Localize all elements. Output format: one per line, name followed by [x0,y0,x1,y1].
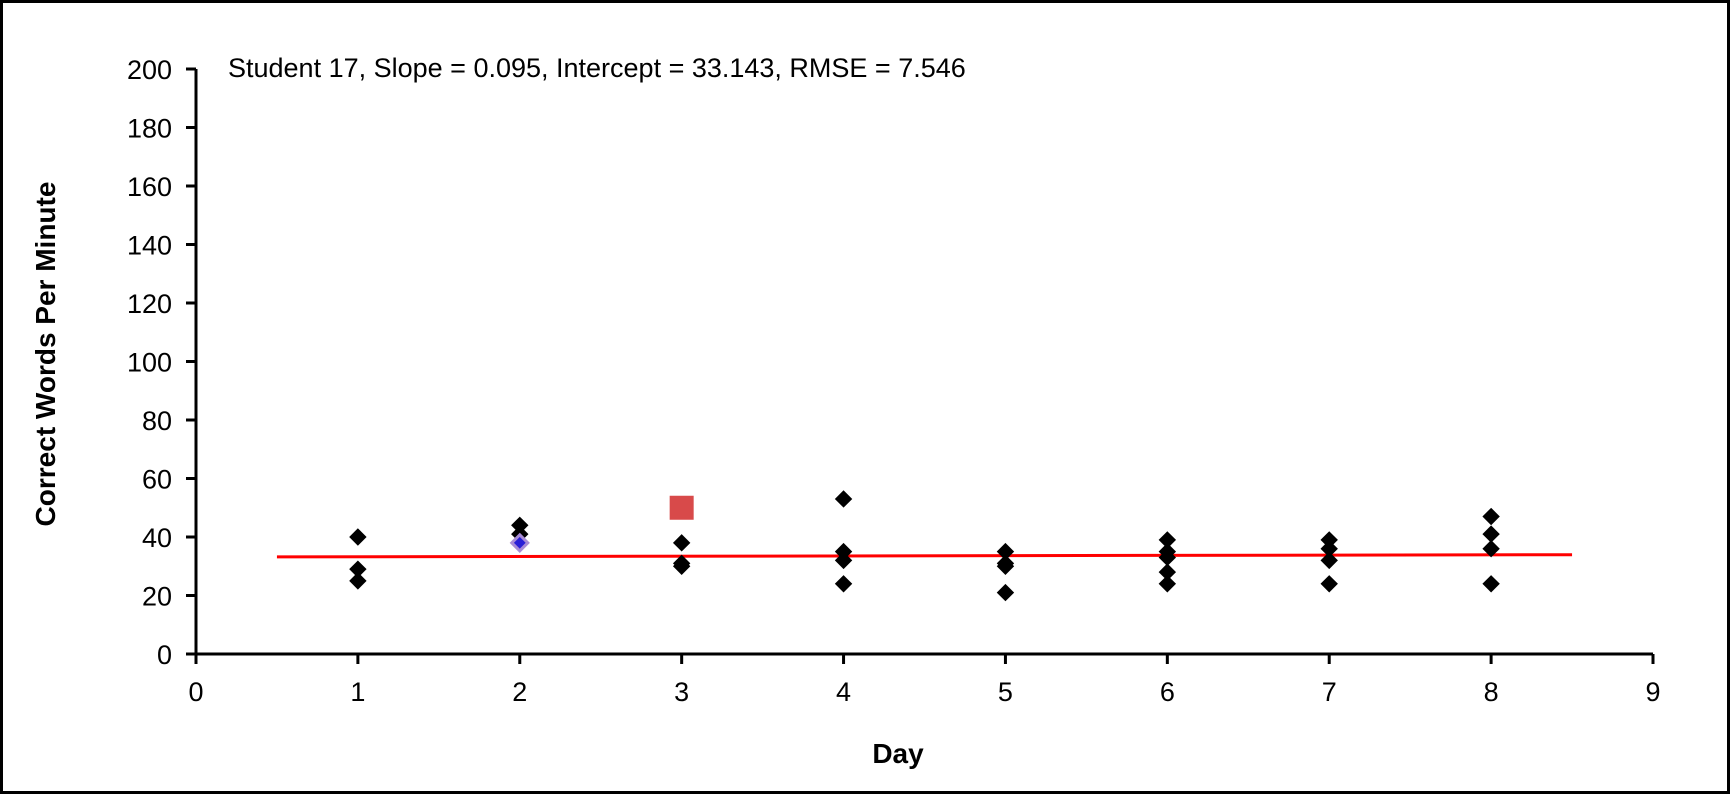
y-tick-label: 20 [142,582,172,612]
y-tick-label: 0 [157,640,172,670]
chart-annotation: Student 17, Slope = 0.095, Intercept = 3… [228,53,966,83]
data-point [672,557,691,575]
trend-line [276,553,1573,559]
data-points-layer [349,490,1500,602]
y-tick-label: 100 [127,348,172,378]
x-tick-label: 7 [1322,677,1337,707]
y-tick-label: 60 [142,465,172,495]
y-axis-title: Correct Words Per Minute [30,182,61,527]
y-tick-label: 160 [127,172,172,202]
x-tick-label: 4 [836,677,851,707]
data-point [1158,575,1177,593]
data-point [1320,575,1338,593]
data-point [1482,507,1500,526]
data-point [834,575,853,593]
x-tick-label: 1 [350,677,365,707]
data-point [1320,551,1338,570]
data-point [669,495,694,520]
x-tick-label: 0 [188,677,203,707]
x-tick-label: 3 [674,677,689,707]
data-point [996,557,1015,575]
data-point [349,572,367,590]
y-tick-label: 120 [127,289,172,319]
data-point [349,528,367,546]
y-tick-label: 80 [142,406,172,436]
data-point [509,532,530,553]
y-tick-label: 200 [127,55,172,85]
data-point [834,551,853,570]
x-tick-label: 5 [998,677,1013,707]
y-tick-label: 40 [142,523,172,553]
data-point [834,490,853,508]
data-point [996,583,1015,602]
data-point [1482,539,1500,558]
y-tick-label: 140 [127,231,172,261]
x-tick-label: 9 [1645,677,1660,707]
x-tick-label: 6 [1160,677,1175,707]
axes: 0 20 40 60 80 100 120 140 160 180 200 0 1 2 3 4 5 6 7 8 9 [127,55,1661,707]
data-point [672,534,691,552]
y-tick-label: 180 [127,114,172,144]
trend-line-layer [276,553,1573,559]
x-axis-title: Day [872,738,924,769]
x-tick-label: 8 [1484,677,1499,707]
data-point [1482,575,1500,593]
x-tick-label: 2 [512,677,527,707]
